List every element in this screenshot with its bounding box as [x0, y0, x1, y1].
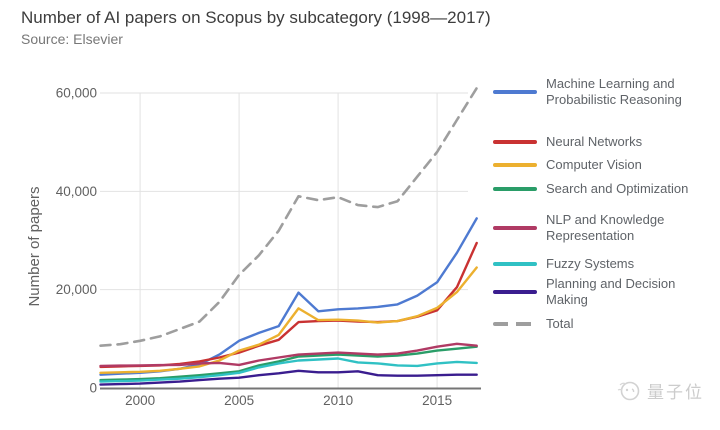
x-tick-label-2000: 2000	[125, 393, 155, 408]
y-tick-label-40000: 40,000	[56, 184, 97, 199]
watermark-text: 量子位	[647, 382, 704, 402]
y-tick-label-60000: 60,000	[56, 86, 97, 101]
qbitai-logo-icon	[617, 381, 640, 401]
series-line-0	[99, 217, 478, 376]
qbitai-watermark: 量子位	[616, 377, 704, 403]
chart-source: Source: Elsevier	[21, 31, 123, 47]
series-line-1	[99, 241, 478, 369]
series-line-2	[99, 266, 478, 374]
x-tick-label-2005: 2005	[224, 393, 254, 408]
x-tick-label-2010: 2010	[323, 393, 353, 408]
series-line-4	[99, 342, 478, 368]
chart-title: Number of AI papers on Scopus by subcate…	[21, 8, 491, 27]
series-line-3	[99, 345, 478, 382]
y-tick-label-0: 0	[89, 381, 97, 396]
y-tick-label-20000: 20,000	[56, 282, 97, 297]
series-line-7	[99, 86, 479, 348]
series-line-6	[99, 369, 478, 386]
x-tick-label-2015: 2015	[422, 393, 452, 408]
series-line-5	[99, 357, 478, 383]
